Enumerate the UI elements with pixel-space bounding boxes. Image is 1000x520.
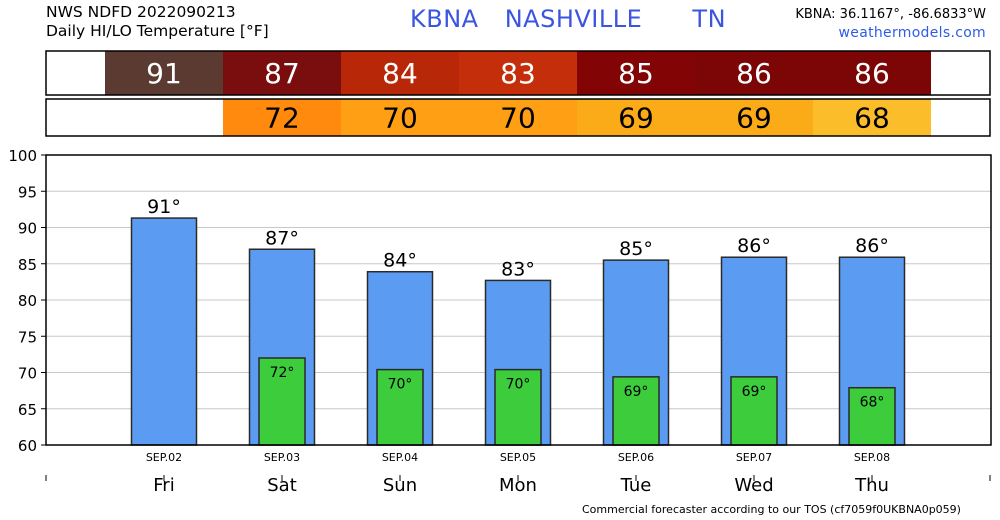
low-strip-value: 72 xyxy=(264,102,300,135)
high-strip-cell xyxy=(577,51,695,95)
low-bar-label: 69° xyxy=(624,384,649,400)
high-strip-value: 86 xyxy=(854,57,890,90)
y-tick-label: 60 xyxy=(18,437,37,455)
high-strip-value: 85 xyxy=(618,57,654,90)
product-line: NWS NDFD 2022090213 xyxy=(46,3,236,21)
low-strip-value: 70 xyxy=(500,102,536,135)
low-bar xyxy=(258,357,306,446)
city-name: NASHVILLE xyxy=(504,5,643,33)
high-strip-value: 83 xyxy=(500,57,536,90)
low-bar-label: 68° xyxy=(860,395,885,411)
y-tick-label: 65 xyxy=(18,401,37,419)
low-bar-label: 70° xyxy=(506,377,531,393)
x-tick-label: Mon xyxy=(499,475,537,496)
high-strip-border xyxy=(45,50,991,96)
low-strip-cell xyxy=(459,99,577,136)
station-info: KBNA: 36.1167°, -86.6833°W weathermodels… xyxy=(795,5,986,43)
high-strip-cell xyxy=(459,51,577,95)
y-tick-label: 85 xyxy=(18,256,37,274)
high-bar-label: 87° xyxy=(265,227,299,249)
date-label: SEP.02 xyxy=(146,451,182,464)
high-bar-label: 85° xyxy=(619,238,653,260)
location-title: KBNA NASHVILLE TN xyxy=(410,5,726,33)
coordinates: KBNA: 36.1167°, -86.6833°W xyxy=(795,7,986,22)
high-bar xyxy=(130,217,198,446)
high-strip-value: 84 xyxy=(382,57,418,90)
high-strip-cell xyxy=(813,51,931,95)
date-label: SEP.03 xyxy=(264,451,300,464)
low-bar-label: 70° xyxy=(388,377,413,393)
date-label: SEP.05 xyxy=(500,451,536,464)
high-bar-label: 91° xyxy=(147,196,181,218)
low-strip-cell xyxy=(223,99,341,136)
high-strip-cell xyxy=(341,51,459,95)
high-strip-value: 87 xyxy=(264,57,300,90)
low-bar-label: 69° xyxy=(742,384,767,400)
high-bar-label: 86° xyxy=(855,235,889,257)
y-tick-label: 100 xyxy=(8,147,37,165)
station-code: KBNA xyxy=(410,5,479,33)
high-strip-cell xyxy=(223,51,341,95)
y-tick-label: 80 xyxy=(18,292,37,310)
low-strip-cell xyxy=(577,99,695,136)
high-bar-label: 83° xyxy=(501,258,535,280)
x-tick-label: Sat xyxy=(267,475,297,496)
date-label: SEP.06 xyxy=(618,451,654,464)
low-bar-label: 72° xyxy=(270,365,295,381)
low-strip-value: 68 xyxy=(854,102,890,135)
date-label: SEP.07 xyxy=(736,451,772,464)
high-strip-cell xyxy=(695,51,813,95)
low-bar xyxy=(494,368,542,446)
low-bar xyxy=(848,386,896,446)
high-bar-label: 84° xyxy=(383,250,417,272)
y-tick-label: 95 xyxy=(18,183,37,201)
x-tick-label: Thu xyxy=(854,475,889,496)
high-bar-label: 86° xyxy=(737,235,771,257)
plot-border xyxy=(45,154,992,446)
y-tick-label: 75 xyxy=(18,328,37,346)
y-tick-label: 70 xyxy=(18,365,37,383)
x-tick-label: Wed xyxy=(734,475,773,496)
low-strip-cell xyxy=(695,99,813,136)
date-label: SEP.08 xyxy=(854,451,890,464)
low-strip-value: 69 xyxy=(618,102,654,135)
x-tick-label: Tue xyxy=(620,475,652,496)
low-strip-cell xyxy=(341,99,459,136)
x-tick-label: Sun xyxy=(383,475,417,496)
low-strip-border xyxy=(45,98,991,137)
high-strip-value: 91 xyxy=(146,57,182,90)
x-tick-label: Fri xyxy=(153,475,174,496)
low-strip-cell xyxy=(813,99,931,136)
chart-header: NWS NDFD 2022090213 Daily HI/LO Temperat… xyxy=(46,3,269,41)
high-strip-cell xyxy=(105,51,223,95)
variable-line: Daily HI/LO Temperature [°F] xyxy=(46,22,269,40)
y-tick-label: 90 xyxy=(18,220,37,238)
low-bar xyxy=(612,376,660,446)
low-strip-value: 70 xyxy=(382,102,418,135)
low-bar xyxy=(376,368,424,446)
site-link[interactable]: weathermodels.com xyxy=(838,25,986,41)
date-label: SEP.04 xyxy=(382,451,418,464)
footer-note: Commercial forecaster according to our T… xyxy=(582,503,961,516)
low-bar xyxy=(730,376,778,446)
high-strip-value: 86 xyxy=(736,57,772,90)
state-code: TN xyxy=(692,5,727,33)
low-strip-value: 69 xyxy=(736,102,772,135)
